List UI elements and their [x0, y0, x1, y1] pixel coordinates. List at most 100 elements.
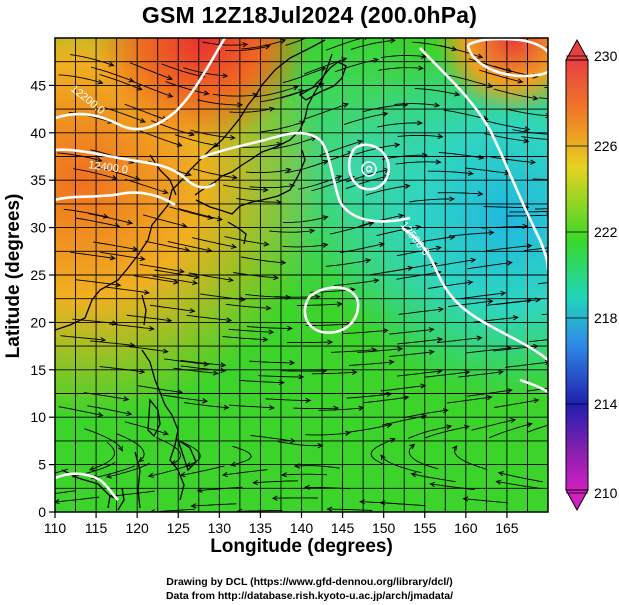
streamline-arrow: [223, 404, 230, 410]
streamline: [327, 508, 373, 511]
y-tick-label: 5: [38, 457, 46, 473]
streamline: [245, 169, 291, 174]
streamline: [524, 247, 548, 252]
colorbar-label: 226: [594, 138, 618, 154]
streamline: [409, 198, 454, 203]
y-tick-label: 10: [30, 409, 46, 425]
streamline-arrow: [526, 422, 533, 428]
y-tick-label: 40: [30, 125, 46, 141]
streamline-arrow: [449, 196, 456, 202]
streamline: [463, 498, 509, 504]
streamline: [329, 222, 374, 235]
streamline: [75, 217, 120, 227]
colorbar: 230 226 222 218 214 210: [565, 38, 618, 512]
streamline-arrow: [221, 471, 228, 478]
chart-title: GSM 12Z18Jul2024 (200.0hPa): [141, 2, 478, 28]
streamline-arrow: [162, 430, 169, 436]
streamline: [311, 371, 357, 375]
streamline: [249, 360, 295, 364]
streamline-arrow: [497, 369, 505, 375]
streamline-arrow: [148, 325, 155, 332]
streamline: [231, 445, 252, 466]
streamline: [394, 103, 440, 107]
streamline: [283, 216, 328, 223]
streamline-arrow: [517, 78, 524, 84]
x-tick-label: 130: [208, 520, 232, 536]
streamline-arrow: [139, 117, 146, 123]
streamline: [188, 272, 233, 281]
streamline: [363, 396, 409, 404]
streamline: [73, 168, 117, 180]
streamline: [70, 54, 114, 66]
streamline-arrow: [446, 424, 453, 430]
streamline-arrow: [345, 430, 352, 436]
streamline: [265, 398, 311, 401]
streamline-arrow: [231, 174, 238, 180]
streamline: [87, 405, 132, 415]
streamline-arrow: [467, 170, 474, 176]
streamline: [295, 465, 340, 469]
streamline: [126, 314, 172, 322]
streamline-arrow: [262, 187, 269, 193]
streamline-arrow: [420, 383, 427, 389]
streamline: [225, 45, 270, 52]
streamline: [249, 184, 295, 189]
streamline: [124, 178, 168, 194]
streamline: [333, 279, 379, 286]
x-tick-label: 150: [372, 520, 396, 536]
streamline: [414, 88, 460, 96]
streamline-arrow: [415, 224, 422, 230]
streamline-arrow: [552, 132, 557, 136]
streamline: [496, 481, 541, 490]
streamline: [447, 396, 492, 404]
streamline-arrow: [126, 219, 134, 225]
streamline-arrow: [102, 213, 110, 219]
credit-data: Data from http://database.rish.kyoto-u.a…: [165, 590, 454, 602]
streamline-arrow: [545, 113, 548, 119]
streamline: [212, 93, 258, 97]
x-tick-label: 135: [249, 520, 273, 536]
streamline: [370, 438, 395, 465]
streamline-arrow: [470, 257, 477, 263]
low-center-marks: [361, 161, 377, 177]
streamline-arrow: [437, 133, 444, 139]
streamline-arrow: [410, 472, 417, 478]
streamline-arrow: [285, 167, 292, 173]
streamline: [537, 282, 548, 285]
streamline-arrow: [327, 339, 334, 345]
streamline: [169, 206, 213, 219]
streamline: [285, 38, 308, 46]
streamline: [178, 208, 222, 221]
streamline: [410, 236, 455, 245]
streamline-arrow: [268, 329, 275, 335]
streamline: [309, 151, 353, 168]
streamline: [162, 394, 208, 402]
colorbar-label: 214: [594, 396, 618, 412]
streamline-arrow: [326, 506, 333, 512]
height-contours: [55, 38, 548, 501]
streamline-arrow: [191, 279, 199, 286]
streamline: [148, 463, 192, 477]
streamline: [380, 454, 422, 474]
streamline-arrow: [429, 481, 436, 488]
streamline-arrow: [437, 337, 444, 343]
streamline-arrow: [272, 274, 279, 281]
streamline: [240, 256, 286, 264]
streamline-arrow: [342, 102, 349, 108]
streamline: [430, 259, 476, 268]
streamline: [260, 89, 304, 103]
streamline: [546, 46, 548, 48]
colorbar-label: 230: [594, 48, 618, 64]
streamline: [318, 407, 364, 411]
streamline-arrow: [404, 183, 411, 189]
streamline-arrow: [178, 268, 185, 274]
streamline-arrow: [476, 335, 483, 341]
streamline: [109, 490, 155, 497]
x-axis-title: Longitude (degrees): [210, 536, 393, 557]
streamline-arrow: [323, 29, 328, 33]
streamline: [88, 213, 133, 224]
streamline: [139, 130, 182, 147]
streamline: [377, 122, 422, 128]
streamline-arrow: [105, 473, 112, 479]
streamline-arrow: [486, 395, 493, 401]
